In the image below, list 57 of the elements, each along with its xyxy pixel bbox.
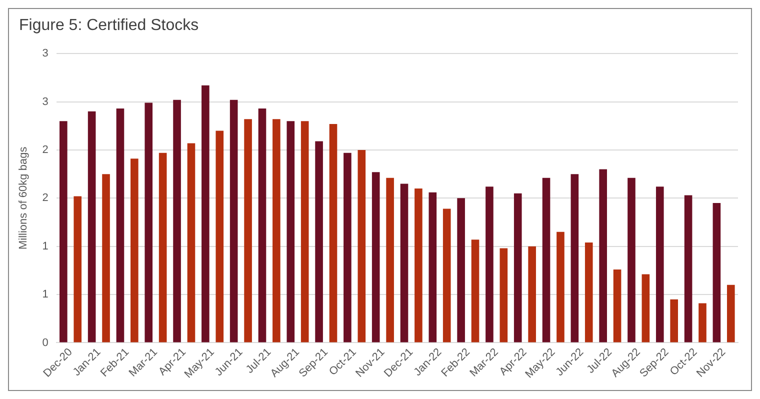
bar [315,141,323,342]
bar [202,85,210,342]
bar [258,108,266,342]
bar [102,174,110,342]
bar [344,152,352,342]
bar [570,174,579,342]
bar [216,130,224,342]
bar [514,193,522,342]
bar [286,121,295,342]
bar [712,202,721,342]
bar [457,198,465,342]
bar [358,150,366,342]
bar [542,178,550,342]
bar [726,284,735,342]
bar [386,178,394,342]
bar [158,152,167,342]
bar [300,121,309,342]
y-tick-label: 1 [42,288,48,301]
bar [116,108,124,342]
bar [556,232,564,342]
bar [400,184,408,342]
bar [698,303,706,342]
bar [230,100,238,342]
bar [642,274,650,342]
bar [187,143,196,342]
bar [173,100,181,342]
bar [628,178,636,342]
bar [471,240,480,342]
bar [428,192,437,342]
y-tick-label: 2 [42,144,48,156]
chart-title: Figure 5: Certified Stocks [18,16,200,36]
y-axis-title: Millions of 60kg bags [18,146,30,250]
y-tick-label: 2 [42,192,48,204]
bar [656,186,664,342]
y-tick-label: 1 [42,240,48,252]
y-tick-label: 0 [42,336,48,349]
bar [130,158,138,342]
bar [144,102,153,342]
bar [486,186,494,342]
bar [528,246,536,342]
y-tick-label: 3 [42,96,48,108]
bar [272,119,280,342]
bar [670,299,678,342]
bar [584,242,593,342]
bar [372,172,380,342]
bar [74,196,82,342]
bar [329,124,338,342]
bar [60,121,68,342]
bar [613,269,622,342]
bar [244,119,252,342]
bar [599,169,607,342]
bar [500,248,508,342]
y-tick-label: 3 [42,48,48,60]
bar [88,111,96,342]
bar [684,195,692,342]
bar [414,188,422,342]
bar [442,208,451,342]
